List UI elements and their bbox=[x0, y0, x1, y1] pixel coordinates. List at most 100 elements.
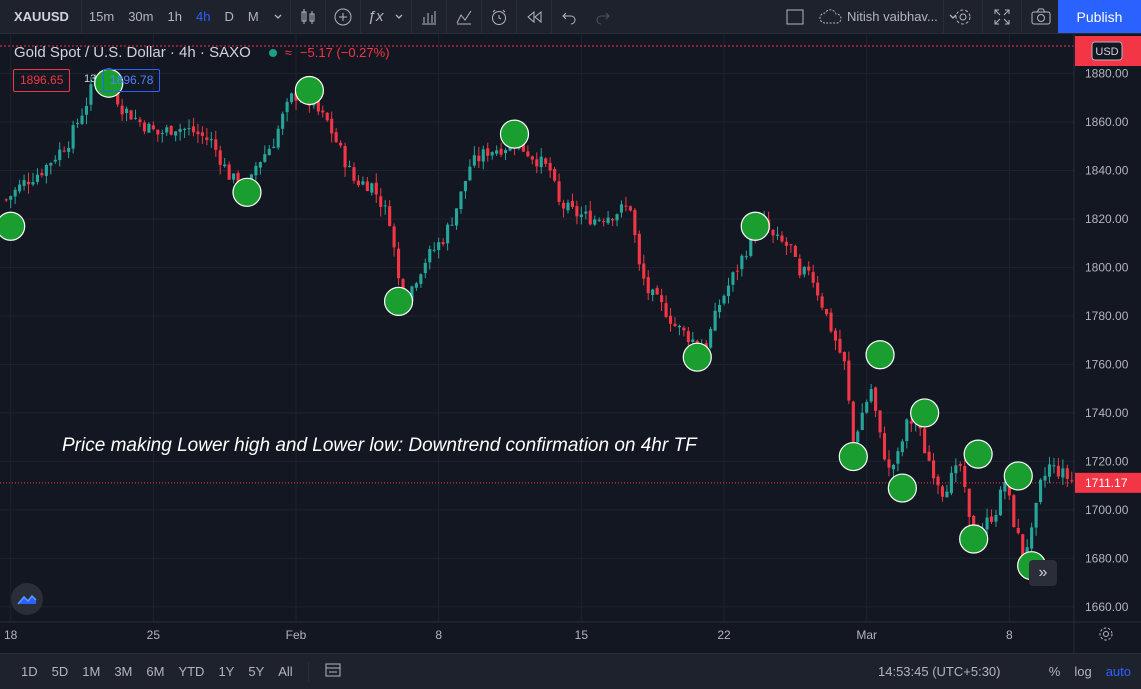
sell-price-box[interactable]: 1896.65 bbox=[13, 69, 71, 92]
range-5d[interactable]: 5D bbox=[51, 664, 69, 679]
candle-body bbox=[196, 131, 200, 135]
swing-point-marker bbox=[0, 211, 26, 241]
candle-body bbox=[860, 412, 864, 431]
candle-body bbox=[802, 266, 806, 275]
candle-body bbox=[71, 125, 75, 149]
interval-d[interactable]: D bbox=[224, 9, 234, 24]
templates-icon[interactable] bbox=[447, 0, 481, 33]
candle-body bbox=[1030, 527, 1034, 549]
toolbar-divider bbox=[410, 0, 412, 33]
candle-body bbox=[89, 84, 93, 105]
top-toolbar: XAUUSD 15m 30m 1h 4h D M ƒx bbox=[0, 0, 1141, 34]
undo-icon[interactable] bbox=[552, 0, 586, 33]
candle-body bbox=[370, 183, 374, 193]
candle-body bbox=[1065, 468, 1069, 479]
candle-body bbox=[454, 208, 459, 226]
replay-icon[interactable] bbox=[517, 0, 551, 33]
axis-settings-gear-icon[interactable] bbox=[1097, 625, 1115, 648]
toolbar-divider bbox=[515, 0, 517, 33]
interval-30m[interactable]: 30m bbox=[128, 9, 154, 24]
candle-body bbox=[602, 221, 606, 223]
interval-1h[interactable]: 1h bbox=[167, 9, 182, 24]
candle-body bbox=[361, 181, 365, 185]
candle-body bbox=[998, 489, 1002, 516]
interval-15m[interactable]: 15m bbox=[88, 9, 115, 24]
candle-body bbox=[611, 218, 615, 221]
buy-price-box[interactable]: 1896.78 bbox=[103, 69, 161, 92]
range-1m[interactable]: 1M bbox=[82, 664, 101, 679]
candle-body bbox=[874, 387, 878, 411]
candle-body bbox=[936, 476, 940, 486]
swing-point-marker bbox=[294, 75, 324, 106]
symbol-search[interactable]: XAUUSD bbox=[14, 9, 69, 24]
candle-body bbox=[833, 330, 838, 341]
candle-body bbox=[593, 219, 597, 225]
candle-body bbox=[1034, 502, 1038, 528]
compare-add-icon[interactable] bbox=[326, 0, 360, 33]
percent-toggle[interactable]: % bbox=[1048, 664, 1061, 679]
candle-body bbox=[731, 272, 735, 285]
interval-m[interactable]: M bbox=[247, 9, 259, 24]
financials-icon[interactable] bbox=[412, 0, 446, 33]
layout-square-icon[interactable] bbox=[785, 7, 805, 27]
candle-body bbox=[642, 263, 646, 279]
interval-4h[interactable]: 4h bbox=[195, 9, 211, 24]
range-1y[interactable]: 1Y bbox=[218, 664, 235, 679]
time-axis: 18 25 Feb 8 15 22 Mar 8 bbox=[0, 621, 1141, 642]
candle-body bbox=[878, 410, 882, 433]
candle-body bbox=[428, 249, 432, 263]
candle-body bbox=[771, 230, 775, 236]
candle-body bbox=[276, 128, 280, 148]
candle-body bbox=[985, 517, 989, 530]
candle-body bbox=[1047, 464, 1052, 477]
candle-body bbox=[606, 217, 610, 224]
interval-dropdown-icon[interactable] bbox=[266, 0, 290, 33]
candle-body bbox=[816, 282, 820, 296]
chevron-down-icon[interactable] bbox=[948, 12, 958, 22]
candle-type-icon[interactable] bbox=[291, 0, 325, 33]
candle-body bbox=[374, 182, 378, 195]
legend-title[interactable]: Gold Spot / U.S. Dollar · 4h · SAXO bbox=[14, 44, 251, 61]
range-all[interactable]: All bbox=[278, 664, 293, 679]
candle-body bbox=[677, 325, 681, 328]
candle-body bbox=[53, 159, 57, 162]
candle-body bbox=[691, 339, 695, 343]
candle-body bbox=[290, 93, 294, 103]
price-chart[interactable]: 1880.00 1860.00 1840.00 1820.00 1800.00 1780.… bbox=[0, 34, 1141, 654]
swing-markers bbox=[0, 68, 1047, 581]
candle-body bbox=[561, 202, 566, 209]
clock-display[interactable]: 14:53:45 (UTC+5:30) bbox=[878, 654, 1000, 689]
auto-toggle[interactable]: auto bbox=[1105, 664, 1131, 679]
date-range-icon[interactable] bbox=[317, 662, 349, 681]
price-tick-label: 1760.00 bbox=[1085, 357, 1129, 371]
candle-body bbox=[254, 165, 258, 176]
range-5y[interactable]: 5Y bbox=[248, 664, 265, 679]
scroll-to-realtime-icon[interactable]: » bbox=[1029, 560, 1057, 586]
range-3m[interactable]: 3M bbox=[114, 664, 133, 679]
publish-button[interactable]: Publish bbox=[1058, 0, 1141, 33]
redo-icon[interactable] bbox=[586, 0, 620, 33]
log-toggle[interactable]: log bbox=[1074, 664, 1092, 679]
range-6m[interactable]: 6M bbox=[146, 664, 165, 679]
user-name[interactable]: Nitish vaibhav... bbox=[847, 9, 938, 24]
range-ytd[interactable]: YTD bbox=[178, 664, 205, 679]
price-axis-bg bbox=[1074, 34, 1141, 654]
candle-body bbox=[967, 488, 971, 517]
indicators-icon[interactable]: ƒx bbox=[361, 0, 411, 33]
chart-annotation[interactable]: Price making Lower high and Lower low: D… bbox=[62, 435, 697, 456]
candle-body bbox=[133, 117, 138, 119]
alert-icon[interactable] bbox=[482, 0, 516, 33]
camera-icon[interactable] bbox=[1021, 0, 1060, 33]
price-tick-label: 1780.00 bbox=[1085, 309, 1129, 323]
wave-icon[interactable]: ≈ bbox=[284, 45, 292, 60]
tradingview-logo-icon[interactable] bbox=[11, 583, 43, 615]
range-1d[interactable]: 1D bbox=[21, 664, 38, 679]
market-status-dot-icon bbox=[268, 48, 277, 57]
price-tick-label: 1840.00 bbox=[1085, 163, 1129, 177]
fullscreen-icon[interactable] bbox=[982, 0, 1021, 33]
gear-icon[interactable] bbox=[943, 0, 982, 33]
candle-body bbox=[584, 211, 588, 214]
candle-body bbox=[570, 200, 574, 207]
candle-body bbox=[151, 125, 155, 130]
candle-body bbox=[1021, 534, 1025, 557]
